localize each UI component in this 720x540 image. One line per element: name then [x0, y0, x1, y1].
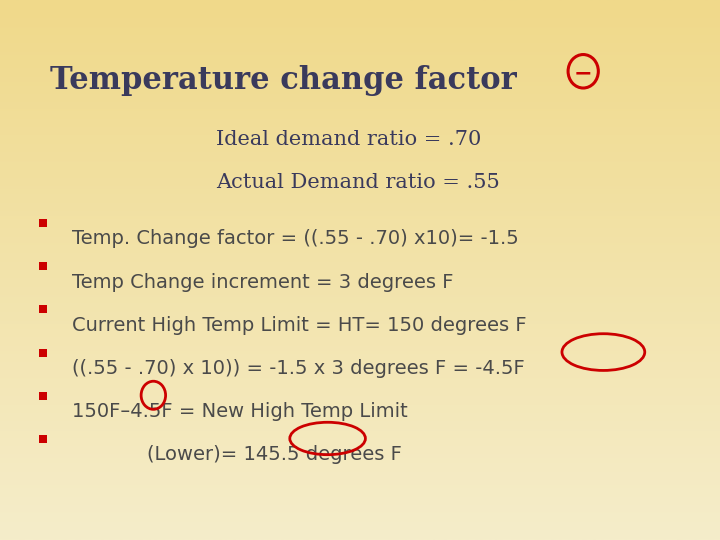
Text: Current High Temp Limit = HT= 150 degrees F: Current High Temp Limit = HT= 150 degree…	[72, 316, 526, 335]
Text: Temperature change factor: Temperature change factor	[50, 65, 517, 96]
Text: Ideal demand ratio = .70: Ideal demand ratio = .70	[216, 130, 482, 148]
Text: −: −	[574, 63, 593, 84]
Text: ((.55 - .70) x 10)) = -1.5 x 3 degrees F = -4.5F: ((.55 - .70) x 10)) = -1.5 x 3 degrees F…	[72, 359, 525, 378]
Text: Actual Demand ratio = .55: Actual Demand ratio = .55	[216, 173, 500, 192]
Text: Temp Change increment = 3 degrees F: Temp Change increment = 3 degrees F	[72, 273, 454, 292]
Text: Temp. Change factor = ((.55 - .70) x10)= -1.5: Temp. Change factor = ((.55 - .70) x10)=…	[72, 230, 518, 248]
Text: 150F–4.5F = New High Temp Limit: 150F–4.5F = New High Temp Limit	[72, 402, 408, 421]
Text: (Lower)= 145.5 degrees F: (Lower)= 145.5 degrees F	[72, 446, 402, 464]
